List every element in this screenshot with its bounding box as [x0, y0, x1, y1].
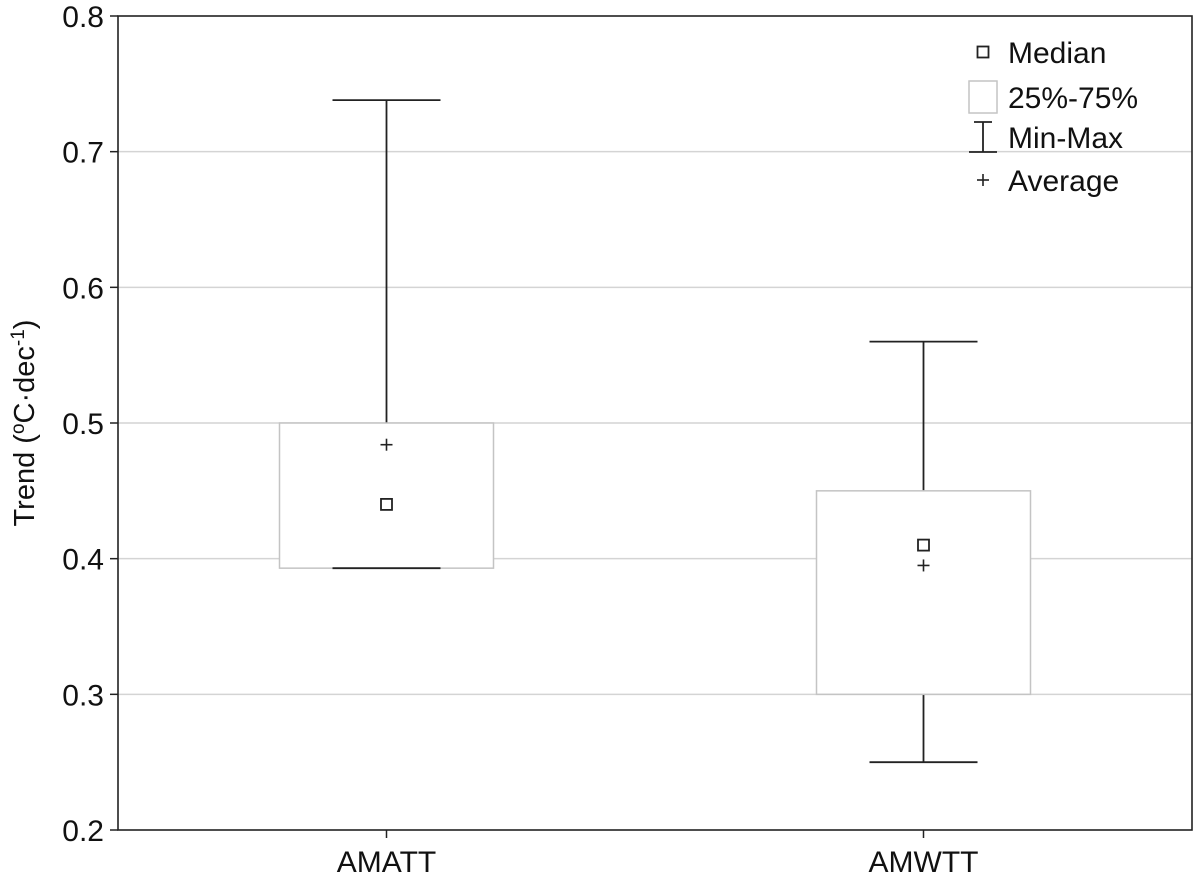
y-tick-label: 0.6 — [62, 272, 104, 305]
y-tick-label: 0.8 — [62, 1, 104, 34]
y-axis-ticks: 0.2 0.3 0.4 0.5 0.6 0.7 0.8 — [62, 1, 118, 848]
boxes-layer — [278, 99, 1032, 764]
box-amatt — [278, 99, 495, 570]
x-category-label: AMWTT — [869, 846, 979, 878]
legend-item-mean: Average — [977, 165, 1119, 198]
legend-label: Min-Max — [1008, 122, 1123, 155]
legend-item-range: Min-Max — [969, 121, 1123, 155]
median-marker — [917, 538, 930, 552]
y-tick-label: 0.7 — [62, 137, 104, 170]
y-tick-label: 0.5 — [62, 408, 104, 441]
y-axis-label-exponent: -1 — [8, 329, 29, 346]
legend-label: Average — [1008, 165, 1119, 198]
y-tick-label: 0.3 — [62, 679, 104, 712]
legend-box-swatch — [968, 80, 998, 114]
y-axis-label-prefix: Trend ( — [9, 434, 41, 527]
legend-item-iqr: 25%-75% — [968, 80, 1138, 115]
y-axis-label: Trend (oC·dec-1) — [8, 320, 42, 527]
x-category-label: AMATT — [337, 846, 436, 878]
median-marker — [380, 497, 393, 511]
y-tick-label: 0.4 — [62, 544, 104, 577]
legend-label: Median — [1008, 37, 1106, 70]
legend-item-median: Median — [976, 37, 1106, 70]
box-amwtt — [815, 340, 1032, 764]
y-axis-label-suffix: ) — [9, 320, 41, 330]
x-axis-categories: AMATT AMWTT — [337, 830, 979, 878]
y-tick-label: 0.2 — [62, 815, 104, 848]
iqr-box — [815, 490, 1032, 696]
y-axis-label-degree: o — [8, 423, 29, 434]
y-axis-label-unit: C·dec — [9, 346, 41, 423]
legend-median-swatch — [976, 45, 990, 59]
legend-label: 25%-75% — [1008, 82, 1138, 115]
legend: Median 25%-75% Min-Max Average — [968, 37, 1138, 198]
